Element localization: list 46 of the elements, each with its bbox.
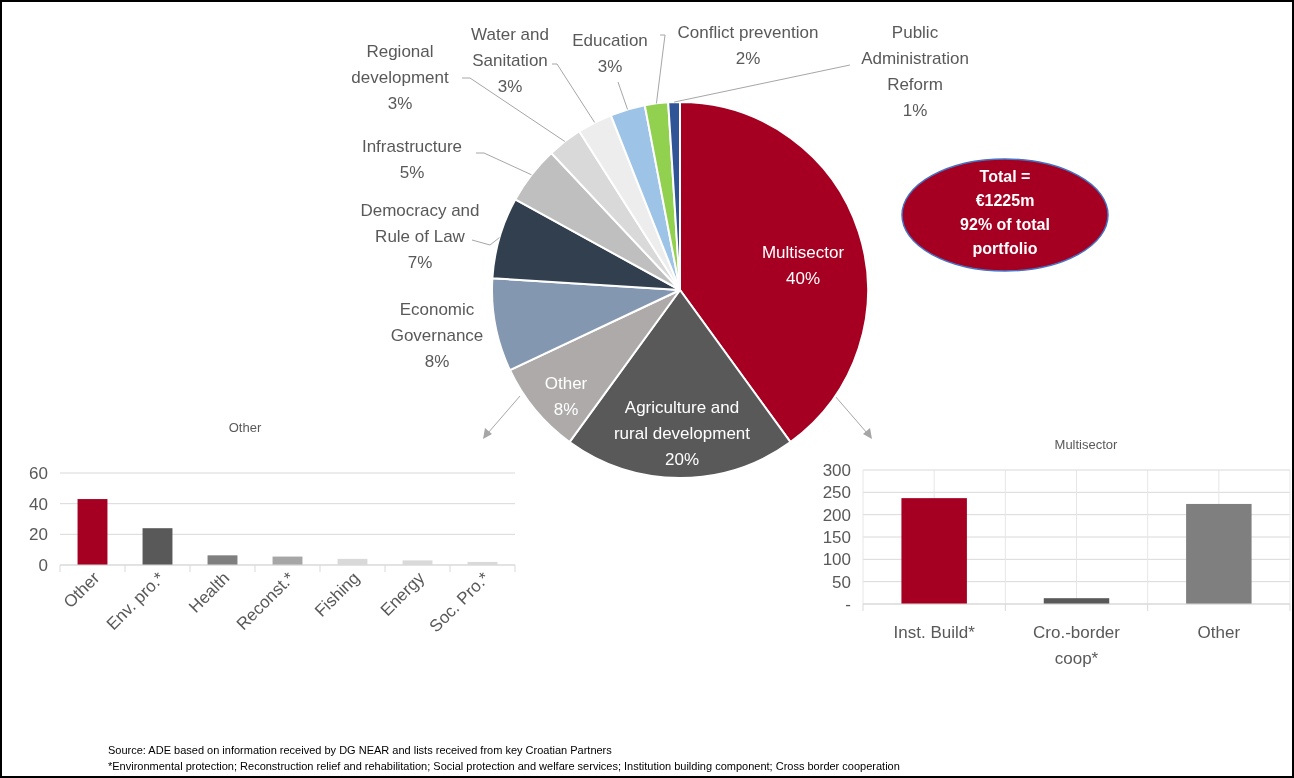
slice-label: Infrastructure [361, 137, 463, 156]
data-label: 20% [664, 450, 700, 469]
bar [77, 499, 108, 565]
slice-label: Multisector [761, 243, 845, 262]
data-label: 7% [407, 253, 433, 272]
text: *Environmental protection; Reconstruction relief and rehabilitation; Social protection and welfare services; Institution building component; Cross border cooperation [108, 760, 900, 772]
text: Total = €1225m 92% of total portfolio [960, 168, 1050, 257]
y-tick-label: 100 [822, 550, 851, 570]
bar [207, 555, 238, 565]
x-tick-label: Other [1197, 623, 1241, 642]
slice-label: Education [572, 31, 648, 50]
x-tick-label: Cro.-border coop* [1033, 623, 1121, 668]
y-tick-label: 150 [822, 528, 851, 547]
bar [142, 528, 173, 565]
y-tick-label: - [845, 595, 851, 614]
y-tick-label: 300 [822, 461, 851, 480]
slice-label: Water and Sanitation [471, 25, 549, 70]
slice-label: Regional development [351, 42, 449, 87]
slice-label: Conflict prevention [677, 23, 819, 42]
slice-label: Other [544, 374, 588, 393]
chart-title: Multisector [1054, 437, 1119, 452]
slice-label: Democracy and Rule of Law [360, 201, 480, 246]
data-label: 1% [902, 101, 928, 120]
data-label: 3% [387, 94, 413, 113]
x-tick-label: Inst. Build* [893, 623, 976, 642]
y-tick-label: 20 [29, 525, 48, 545]
data-label: 40% [785, 269, 821, 288]
y-tick-label: 50 [832, 572, 851, 592]
source-note: Source: ADE based on information received by DG NEAR and lists received from key Croatian Partners [108, 744, 613, 756]
data-label: 8% [553, 400, 579, 419]
data-label: 8% [424, 352, 450, 371]
y-tick-label: 0 [38, 556, 48, 575]
data-label: 2% [735, 49, 761, 68]
y-tick-label: 200 [822, 505, 851, 525]
y-tick-label: 250 [822, 483, 851, 503]
slice-label: Economic Governance [390, 300, 484, 345]
data-label: 3% [497, 77, 523, 96]
bar [1186, 503, 1252, 604]
bar [901, 498, 967, 604]
data-label: 3% [597, 57, 623, 76]
slice-label: Public Administration Reform [861, 23, 969, 94]
y-tick-label: 40 [29, 494, 48, 514]
slice-label: Agriculture and rural development [613, 398, 751, 443]
chart-title: Other [228, 420, 262, 435]
y-tick-label: 60 [29, 464, 48, 483]
data-label: 5% [399, 163, 425, 182]
